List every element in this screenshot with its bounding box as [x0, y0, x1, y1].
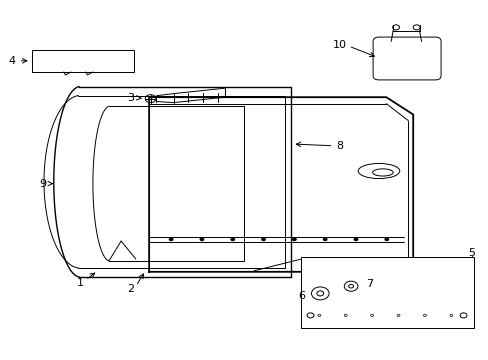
Text: 8: 8: [336, 141, 343, 151]
Circle shape: [168, 238, 173, 241]
Circle shape: [291, 238, 296, 241]
Text: 2: 2: [127, 284, 134, 294]
Circle shape: [261, 238, 265, 241]
Text: 3: 3: [127, 93, 134, 103]
Circle shape: [230, 238, 235, 241]
Ellipse shape: [357, 163, 399, 179]
Ellipse shape: [372, 169, 392, 176]
FancyBboxPatch shape: [372, 37, 440, 80]
Circle shape: [322, 238, 327, 241]
Text: 1: 1: [77, 278, 84, 288]
Text: 4: 4: [9, 56, 16, 66]
Circle shape: [353, 238, 358, 241]
Circle shape: [384, 238, 388, 241]
Circle shape: [199, 238, 204, 241]
Text: 5: 5: [468, 248, 474, 258]
Bar: [300, 257, 473, 328]
Text: 10: 10: [332, 40, 346, 50]
Text: 6: 6: [298, 291, 305, 301]
Text: 9: 9: [40, 179, 46, 189]
Text: 7: 7: [365, 279, 372, 289]
